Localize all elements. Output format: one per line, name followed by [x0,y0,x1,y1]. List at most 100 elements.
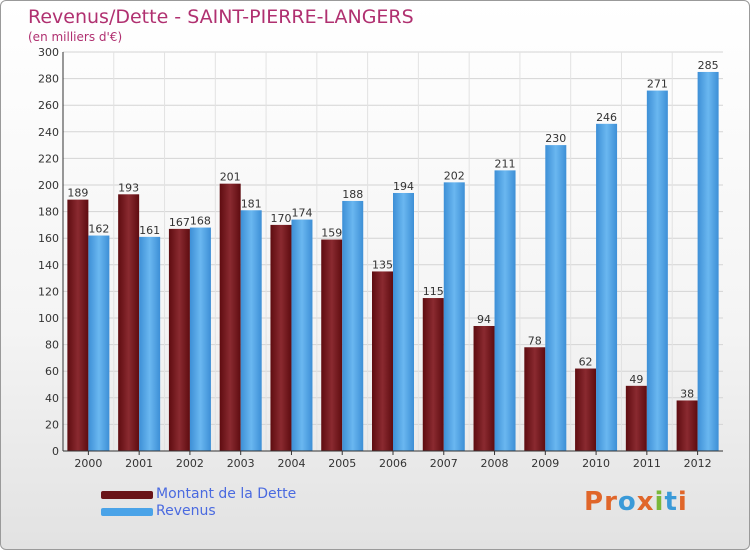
data-label-revenus: 194 [393,180,414,193]
bar-revenus [88,235,110,451]
x-tick-label: 2008 [481,457,509,470]
data-label-dette: 62 [579,356,593,369]
bar-revenus [139,236,161,451]
data-label-revenus: 230 [545,132,566,145]
data-label-dette: 49 [629,373,643,386]
x-tick-label: 2007 [430,457,458,470]
data-label-revenus: 162 [88,223,109,236]
y-tick-label: 180 [38,206,59,219]
bar-revenus [596,123,618,451]
bar-revenus [189,227,211,451]
bar-dette [625,385,647,451]
x-tick-label: 2010 [582,457,610,470]
logo-letter: i [677,487,688,517]
data-label-revenus: 271 [647,78,668,91]
bar-revenus [646,90,668,451]
x-tick-label: 2002 [176,457,204,470]
bar-dette [270,224,292,451]
y-tick-label: 200 [38,179,59,192]
bar-revenus [291,219,313,451]
bar-dette [575,368,597,451]
bar-revenus [443,182,465,451]
bar-dette [67,199,89,451]
data-label-revenus: 246 [596,111,617,124]
y-tick-label: 0 [52,445,59,458]
y-tick-label: 300 [38,46,59,59]
y-tick-label: 240 [38,126,59,139]
y-tick-label: 60 [45,365,59,378]
data-label-revenus: 202 [444,169,465,182]
logo-letter: i [654,487,665,517]
bar-dette [321,239,343,451]
y-tick-label: 120 [38,285,59,298]
y-tick-label: 280 [38,73,59,86]
y-tick-label: 20 [45,418,59,431]
data-label-dette: 201 [220,171,241,184]
bar-dette [372,271,393,451]
data-label-dette: 135 [372,258,393,271]
legend-swatch-revenus [101,508,153,516]
data-label-dette: 78 [528,334,542,347]
x-tick-label: 2009 [531,457,559,470]
data-label-dette: 189 [67,187,88,200]
proxiti-logo: Proxiti [584,487,688,517]
x-tick-label: 2011 [633,457,661,470]
bar-revenus [240,210,262,451]
data-label-dette: 94 [477,313,491,326]
bar-dette [422,298,444,451]
data-label-dette: 159 [321,227,342,240]
bar-revenus [545,145,567,451]
data-label-revenus: 174 [291,207,312,220]
y-tick-label: 140 [38,259,59,272]
y-tick-label: 80 [45,339,59,352]
data-label-revenus: 168 [190,215,211,228]
y-tick-label: 100 [38,312,59,325]
bar-dette [676,400,698,451]
data-label-revenus: 161 [139,224,160,237]
data-label-dette: 193 [118,181,139,194]
data-label-dette: 115 [423,285,444,298]
x-tick-label: 2001 [125,457,153,470]
data-label-dette: 38 [680,387,694,400]
legend-label-debt: Montant de la Dette [156,486,297,502]
y-tick-label: 260 [38,99,59,112]
x-tick-label: 2005 [328,457,356,470]
bar-dette [524,347,546,451]
logo-letter: t [664,487,678,517]
x-tick-label: 2006 [379,457,407,470]
y-tick-label: 40 [45,392,59,405]
axis-layer: 0 20 40 60 80 100 120 140 160 180 200 220 240 260 280 3… [38,46,723,470]
logo-letter: x [636,487,655,517]
bars-layer [67,71,719,452]
legend-swatch-debt [101,491,153,499]
y-tick-label: 160 [38,232,59,245]
logo-letter: r [604,487,618,517]
bar-revenus [697,71,719,451]
data-label-revenus: 285 [698,59,719,72]
legend-label-revenus: Revenus [156,503,216,519]
data-label-dette: 170 [270,212,291,225]
x-tick-label: 2012 [684,457,712,470]
bar-revenus [342,200,364,451]
bar-dette [219,183,241,452]
x-tick-label: 2000 [74,457,102,470]
bar-revenus [494,170,516,451]
data-label-dette: 167 [169,216,190,229]
logo-letter: P [584,487,605,517]
x-tick-label: 2004 [277,457,305,470]
bar-dette [118,194,140,451]
data-label-revenus: 181 [241,197,262,210]
data-label-revenus: 188 [342,188,363,201]
chart-subtitle: (en milliers d'€) [28,30,123,44]
bar-dette [473,325,495,451]
bar-dette [168,228,190,451]
data-label-revenus: 211 [495,157,516,170]
x-tick-label: 2003 [227,457,255,470]
y-tick-label: 220 [38,152,59,165]
chart-title: Revenus/Dette - SAINT-PIERRE-LANGERS [28,6,414,28]
logo-letter: o [617,487,637,517]
bar-revenus [393,192,414,452]
